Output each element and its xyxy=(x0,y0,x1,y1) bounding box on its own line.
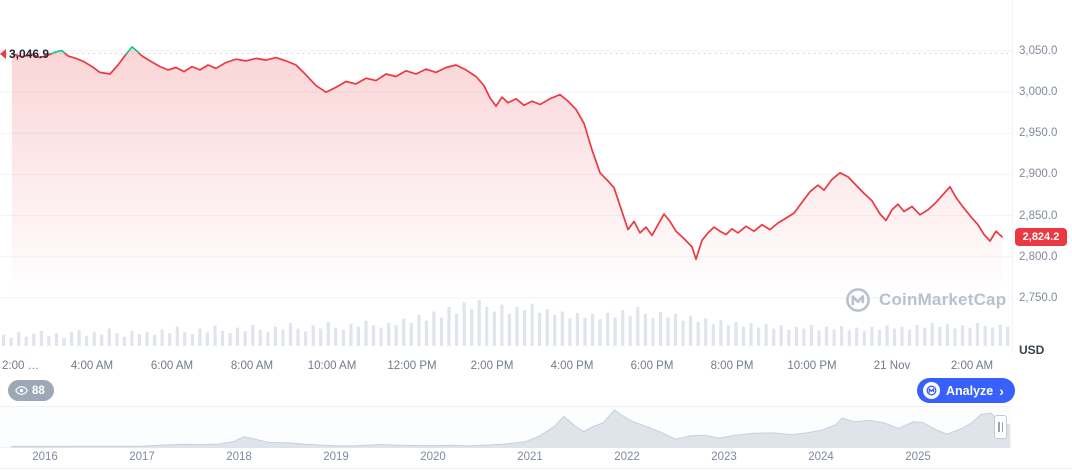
bottom-divider xyxy=(0,468,1072,469)
price-tick-label: 2,850.0 xyxy=(1019,209,1058,222)
time-tick-label: 10:00 AM xyxy=(307,360,357,372)
currency-unit-label: USD xyxy=(1019,343,1045,357)
time-tick-label: 2:00 … xyxy=(2,360,40,372)
year-tick-label: 2018 xyxy=(226,451,252,463)
time-tick-label: 4:00 AM xyxy=(70,360,114,372)
time-tick-label: 8:00 AM xyxy=(230,360,274,372)
open-price-flag: 3,046.9 xyxy=(0,47,49,61)
price-tick-label: 2,900.0 xyxy=(1019,168,1058,181)
coinmarketcap-logo-icon xyxy=(846,288,870,312)
year-axis: 2016 2017 2018 2019 2020 2021 2022 2023 2024 2025 xyxy=(0,449,1012,467)
time-tick-label: 2:00 AM xyxy=(950,360,994,372)
watchers-count-pill[interactable]: 88 xyxy=(8,380,54,401)
navigator-line xyxy=(11,409,1011,447)
price-tick-label: 3,000.0 xyxy=(1019,86,1058,99)
time-tick-label: 8:00 PM xyxy=(710,360,754,372)
price-tick-label: 3,050.0 xyxy=(1019,45,1058,57)
analyze-button-label: Analyze xyxy=(946,383,994,398)
price-line-segment xyxy=(11,52,53,59)
range-navigator[interactable] xyxy=(0,406,1012,448)
price-line-segment xyxy=(64,52,128,75)
chevron-right-icon: › xyxy=(999,382,1004,399)
price-tick-label: 2,800.0 xyxy=(1019,250,1058,263)
time-tick-label: 2:00 PM xyxy=(470,360,514,372)
price-line-segment xyxy=(138,52,1003,261)
year-tick-label: 2017 xyxy=(129,451,155,463)
year-tick-label: 2016 xyxy=(32,451,58,463)
coinmarketcap-watermark: CoinMarketCap xyxy=(845,287,1006,313)
watchers-count: 88 xyxy=(32,384,45,397)
open-price-label: 3,046.9 xyxy=(9,47,50,61)
eye-icon xyxy=(15,386,28,395)
watermark-text: CoinMarketCap xyxy=(879,290,1007,309)
year-tick-label: 2025 xyxy=(905,451,931,463)
navigator-handle[interactable] xyxy=(994,415,1007,439)
time-axis: 2:00 … 4:00 AM 6:00 AM 8:00 AM 10:00 AM 12:00… xyxy=(0,357,1012,377)
analyze-button[interactable]: Analyze › xyxy=(917,378,1015,403)
price-chart-svg[interactable] xyxy=(0,0,1012,354)
time-tick-label: 6:00 AM xyxy=(150,360,194,372)
year-tick-label: 2024 xyxy=(808,451,834,463)
time-tick-label: 6:00 PM xyxy=(630,360,674,372)
price-tick-label: 2,950.0 xyxy=(1019,127,1058,140)
navigator-area xyxy=(11,410,1011,448)
open-price-arrow-icon xyxy=(0,49,6,59)
time-tick-label: 4:00 PM xyxy=(550,360,594,372)
time-tick-label: 12:00 PM xyxy=(387,360,437,372)
cmc-logo-icon xyxy=(923,382,940,399)
last-price-badge: 2,824.2 xyxy=(1015,227,1067,246)
navigator-chart-svg[interactable] xyxy=(0,407,1012,449)
year-tick-label: 2019 xyxy=(323,451,349,463)
time-tick-label: 10:00 PM xyxy=(787,360,837,372)
year-tick-label: 2022 xyxy=(614,451,640,463)
year-tick-label: 2023 xyxy=(711,451,737,463)
price-chart-area[interactable]: 3,046.9 CoinMarketCap xyxy=(0,0,1012,354)
price-area-fill xyxy=(12,46,1002,331)
price-tick-label: 2,750.0 xyxy=(1019,291,1058,304)
price-line-segment xyxy=(125,46,141,55)
year-tick-label: 2020 xyxy=(420,451,446,463)
price-axis: 2,824.2 USD 3,050.0 3,000.0 2,950.0 2,900.0… xyxy=(1012,0,1072,357)
price-line-segment xyxy=(50,49,67,55)
year-tick-label: 2021 xyxy=(517,451,543,463)
time-tick-label: 21 Nov xyxy=(873,360,911,372)
